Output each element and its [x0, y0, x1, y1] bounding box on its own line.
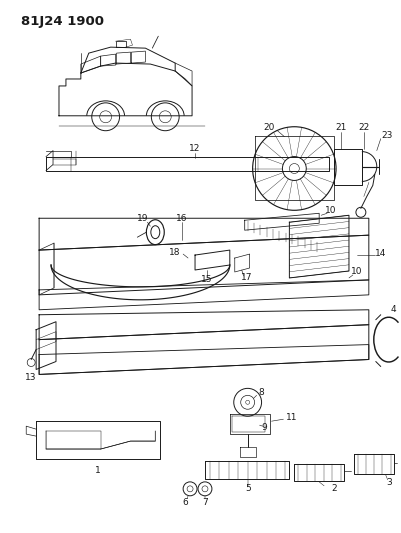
Text: 1: 1 [95, 466, 101, 475]
Text: 14: 14 [375, 248, 387, 257]
Text: 21: 21 [335, 123, 347, 132]
Text: 9: 9 [262, 423, 267, 432]
Text: 3: 3 [386, 478, 391, 487]
Text: 18: 18 [170, 247, 181, 256]
Text: 6: 6 [182, 498, 188, 507]
Text: 10: 10 [325, 206, 337, 215]
Text: 11: 11 [286, 413, 297, 422]
Text: 5: 5 [245, 484, 251, 494]
Text: 8: 8 [259, 388, 264, 397]
Text: 17: 17 [241, 273, 252, 282]
Text: 7: 7 [202, 498, 208, 507]
Text: 22: 22 [358, 123, 369, 132]
Text: 15: 15 [201, 276, 213, 285]
Text: 19: 19 [137, 214, 148, 223]
Text: 23: 23 [381, 131, 393, 140]
Text: 10: 10 [351, 268, 363, 277]
Text: 4: 4 [391, 305, 397, 314]
Text: 2: 2 [331, 484, 337, 494]
Text: 13: 13 [25, 373, 37, 382]
Text: 20: 20 [264, 123, 275, 132]
Text: 16: 16 [176, 214, 188, 223]
Text: 81J24 1900: 81J24 1900 [21, 15, 104, 28]
Text: 12: 12 [189, 144, 201, 153]
